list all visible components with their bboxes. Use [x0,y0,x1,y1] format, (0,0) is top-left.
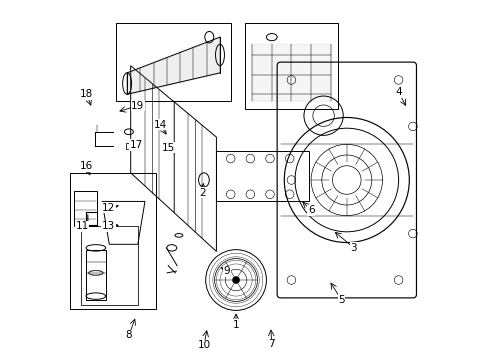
Bar [126,143,133,149]
Text: 1: 1 [233,320,240,330]
Bar [117,23,231,102]
Text: 17: 17 [129,140,143,150]
Bar [86,249,106,300]
Text: 8: 8 [125,330,132,341]
Text: 19: 19 [131,101,145,111]
Text: 3: 3 [351,243,357,253]
Text: 2: 2 [199,188,205,198]
Bar [74,191,97,226]
Text: 14: 14 [153,120,167,130]
Text: 11: 11 [75,221,89,231]
Text: 4: 4 [395,87,402,98]
Text: 5: 5 [338,295,345,305]
Text: 18: 18 [80,89,94,99]
Bar [81,226,138,305]
Text: 10: 10 [197,340,211,350]
Text: 16: 16 [79,161,93,171]
Bar [252,44,331,102]
Text: 13: 13 [102,221,115,231]
Text: 7: 7 [269,339,275,349]
Text: 9: 9 [224,266,230,276]
Text: 15: 15 [162,143,175,153]
Bar [245,23,338,109]
Circle shape [232,276,240,284]
Text: 12: 12 [102,203,115,213]
Bar [70,173,156,309]
Text: 6: 6 [308,205,315,215]
